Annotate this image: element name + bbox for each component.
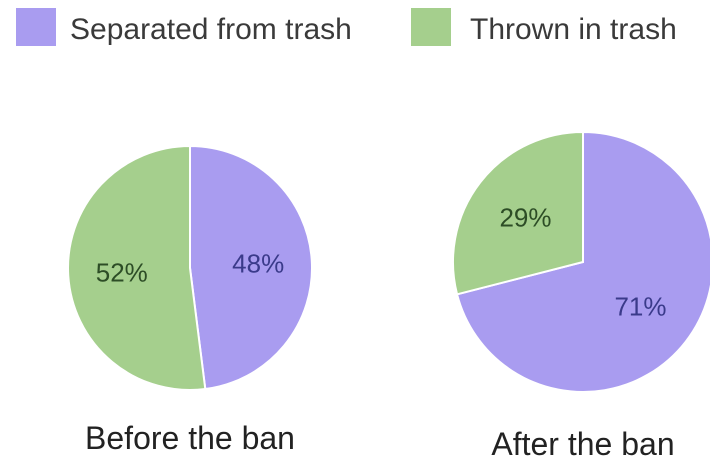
data-label-separated-after: 71%	[614, 292, 666, 322]
pie-after-the-ban: 71% 29% After the ban	[452, 130, 710, 462]
slice-thrown-before	[67, 144, 207, 391]
data-label-thrown-after: 29%	[499, 202, 551, 232]
slice-separated-before	[189, 144, 314, 391]
legend-label-thrown: Thrown in trash	[470, 13, 677, 46]
legend: Separated from trash Thrown in trash	[16, 8, 677, 46]
slice-thrown-after	[452, 130, 584, 296]
data-label-thrown-before: 52%	[96, 257, 148, 287]
pie-before-the-ban: 48% 52% Before the ban	[67, 144, 314, 456]
legend-swatch-thrown	[411, 8, 451, 46]
legend-swatch-separated	[16, 8, 56, 46]
data-label-separated-before: 48%	[232, 249, 284, 279]
pie-title-after: After the ban	[491, 426, 674, 459]
legend-label-separated: Separated from trash	[70, 13, 352, 46]
pie-title-before: Before the ban	[85, 420, 295, 456]
